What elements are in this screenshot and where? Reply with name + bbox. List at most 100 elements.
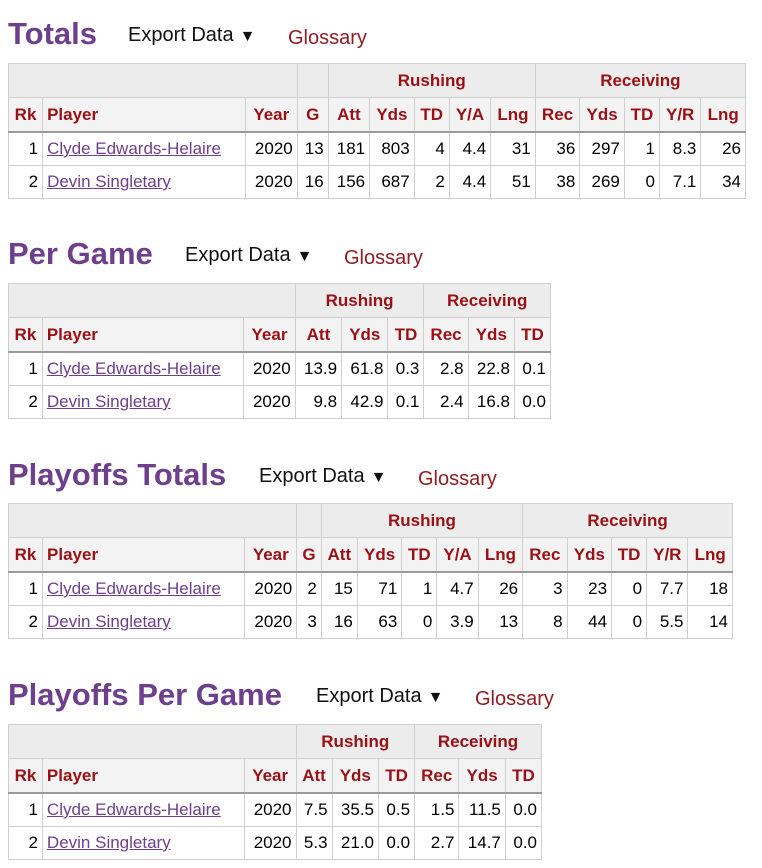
column-header-rec-lng[interactable]: Lng <box>687 537 733 573</box>
column-header-rec[interactable]: Rec <box>522 537 568 573</box>
column-header-g[interactable]: G <box>296 537 322 573</box>
group-header-rushing: Rushing <box>295 724 416 759</box>
cell-rk: 1 <box>8 351 43 386</box>
cell-player: Clyde Edwards-Helaire <box>42 131 246 166</box>
column-header-rush-ya[interactable]: Y/A <box>436 537 479 573</box>
group-header-blank <box>8 63 298 98</box>
export-data-label[interactable]: Export Data <box>316 685 422 707</box>
column-header-year[interactable]: Year <box>244 537 298 573</box>
cell-rush-ya: 4.4 <box>448 165 492 199</box>
caret-down-icon[interactable]: ▼ <box>296 248 313 265</box>
column-header-rush-att[interactable]: Att <box>327 97 371 133</box>
glossary-link[interactable]: Glossary <box>418 468 497 490</box>
column-header-rec-yr[interactable]: Y/R <box>658 97 702 133</box>
cell-rk: 2 <box>7 165 44 199</box>
table-row: 2 Devin Singletary 2020 16 156 687 2 4.4… <box>7 165 746 199</box>
player-link[interactable]: Clyde Edwards-Helaire <box>46 359 221 378</box>
player-link[interactable]: Devin Singletary <box>46 392 171 411</box>
column-header-rec-td[interactable]: TD <box>611 537 648 573</box>
export-data-dropdown[interactable]: Export Data ▼ <box>316 685 443 708</box>
column-header-rec-yds[interactable]: Yds <box>579 97 625 133</box>
cell-year: 2020 <box>243 826 297 860</box>
column-header-rec-td[interactable]: TD <box>504 758 543 794</box>
column-header-rec-yds[interactable]: Yds <box>458 758 506 794</box>
cell-rec-td: 0 <box>611 605 648 639</box>
column-header-year[interactable]: Year <box>243 758 297 794</box>
column-header-rush-att[interactable]: Att <box>320 537 358 573</box>
column-header-year[interactable]: Year <box>243 317 296 353</box>
column-header-rec-yds[interactable]: Yds <box>566 537 613 573</box>
player-link[interactable]: Devin Singletary <box>47 172 171 191</box>
export-data-dropdown[interactable]: Export Data ▼ <box>185 244 312 267</box>
column-header-rush-td[interactable]: TD <box>387 317 425 353</box>
cell-rec-yds: 14.7 <box>458 826 506 860</box>
player-link[interactable]: Devin Singletary <box>47 612 171 631</box>
column-header-rush-att[interactable]: Att <box>295 758 333 794</box>
group-header-receiving: Receiving <box>414 724 542 759</box>
cell-rush-yds: 35.5 <box>331 792 380 827</box>
cell-rush-lng: 13 <box>477 605 524 639</box>
column-header-player[interactable]: Player <box>42 537 246 573</box>
column-header-rec-td[interactable]: TD <box>513 317 552 353</box>
player-link[interactable]: Clyde Edwards-Helaire <box>47 139 221 158</box>
column-header-g[interactable]: G <box>296 97 329 133</box>
column-header-rec-td[interactable]: TD <box>623 97 660 133</box>
export-data-label[interactable]: Export Data <box>185 244 291 266</box>
export-data-label[interactable]: Export Data <box>128 24 234 46</box>
cell-rush-yds: 687 <box>369 165 415 199</box>
caret-down-icon[interactable]: ▼ <box>427 689 444 706</box>
column-header-rec[interactable]: Rec <box>534 97 581 133</box>
column-header-rec[interactable]: Rec <box>423 317 469 353</box>
export-data-label[interactable]: Export Data <box>259 465 365 487</box>
column-header-rush-td[interactable]: TD <box>378 758 416 794</box>
column-header-rush-lng[interactable]: Lng <box>477 537 524 573</box>
column-header-rush-yds[interactable]: Yds <box>331 758 380 794</box>
cell-rec-yds: 44 <box>566 605 613 639</box>
cell-rush-lng: 26 <box>477 571 524 606</box>
column-header-rk[interactable]: Rk <box>7 97 44 133</box>
export-data-dropdown[interactable]: Export Data ▼ <box>128 24 255 47</box>
stats-table-totals: Rushing Receiving Rk Player Year G Att Y… <box>7 63 747 199</box>
column-header-player[interactable]: Player <box>41 317 245 353</box>
cell-player: Clyde Edwards-Helaire <box>42 571 246 606</box>
column-header-rk[interactable]: Rk <box>7 537 44 573</box>
cell-rush-yds: 21.0 <box>331 826 380 860</box>
player-link[interactable]: Clyde Edwards-Helaire <box>46 800 221 819</box>
glossary-link[interactable]: Glossary <box>288 27 367 49</box>
player-link[interactable]: Clyde Edwards-Helaire <box>47 579 221 598</box>
cell-rush-yds: 42.9 <box>341 385 389 419</box>
column-header-rush-lng[interactable]: Lng <box>490 97 536 133</box>
column-header-rush-yds[interactable]: Yds <box>341 317 389 353</box>
glossary-link[interactable]: Glossary <box>344 247 423 269</box>
cell-rec-lng: 26 <box>700 131 746 166</box>
column-header-rk[interactable]: Rk <box>8 317 43 353</box>
cell-player: Devin Singletary <box>41 826 245 860</box>
caret-down-icon[interactable]: ▼ <box>370 469 387 486</box>
column-header-player[interactable]: Player <box>42 97 246 133</box>
column-header-rec-yds[interactable]: Yds <box>467 317 515 353</box>
column-header-rush-td[interactable]: TD <box>413 97 450 133</box>
cell-rush-td: 0.0 <box>378 826 416 860</box>
column-header-rec-lng[interactable]: Lng <box>700 97 746 133</box>
column-header-rush-ya[interactable]: Y/A <box>448 97 492 133</box>
column-header-rec-yr[interactable]: Y/R <box>646 537 689 573</box>
cell-rec: 2.8 <box>423 351 469 386</box>
column-header-year[interactable]: Year <box>244 97 298 133</box>
column-header-rk[interactable]: Rk <box>8 758 43 794</box>
column-header-rush-yds[interactable]: Yds <box>369 97 415 133</box>
cell-rush-td: 0.5 <box>378 792 416 827</box>
column-header-rush-att[interactable]: Att <box>294 317 343 353</box>
cell-rec-yr: 8.3 <box>658 131 702 166</box>
column-header-rush-td[interactable]: TD <box>401 537 438 573</box>
column-header-rush-yds[interactable]: Yds <box>356 537 403 573</box>
column-header-rec[interactable]: Rec <box>414 758 460 794</box>
caret-down-icon[interactable]: ▼ <box>239 28 256 45</box>
column-header-player[interactable]: Player <box>41 758 245 794</box>
glossary-link[interactable]: Glossary <box>475 688 554 710</box>
cell-year: 2020 <box>244 605 298 639</box>
cell-rec-yr: 7.1 <box>658 165 702 199</box>
cell-rec-lng: 14 <box>687 605 733 639</box>
export-data-dropdown[interactable]: Export Data ▼ <box>259 465 386 488</box>
player-link[interactable]: Devin Singletary <box>46 833 171 852</box>
cell-rec-yds: 16.8 <box>467 385 515 419</box>
